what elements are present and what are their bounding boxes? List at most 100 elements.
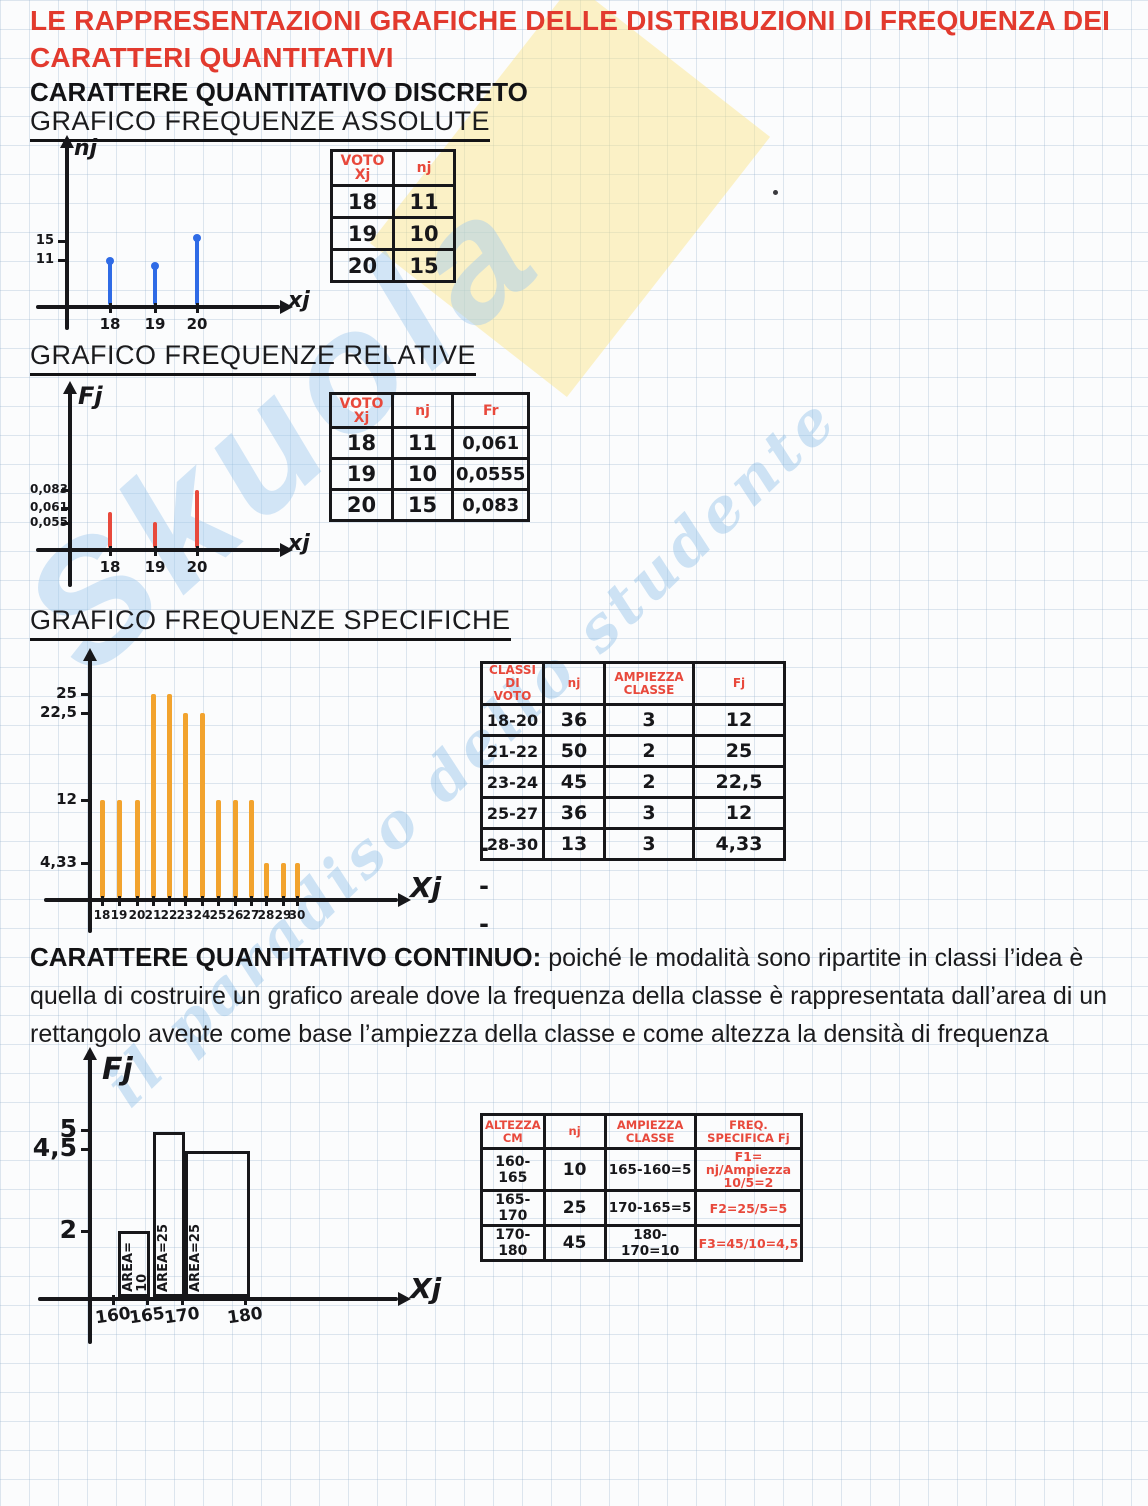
x-tick-mark bbox=[196, 303, 199, 313]
x-tick-label: 30 bbox=[288, 908, 306, 922]
column-header: nj bbox=[542, 661, 606, 706]
stem bbox=[99, 800, 105, 898]
y-tick-label: 0,083 bbox=[30, 482, 68, 496]
stem-dot bbox=[151, 262, 159, 270]
x-tick-mark bbox=[201, 896, 204, 906]
table-cell: 19 bbox=[330, 216, 395, 251]
x-axis-arrow-icon bbox=[398, 1292, 411, 1306]
page-title: LE RAPPRESENTAZIONI GRAFICHE DELLE DISTR… bbox=[30, 2, 1110, 76]
column-header: nj bbox=[392, 149, 456, 187]
column-header: AMPIEZZA CLASSE bbox=[603, 661, 695, 706]
table-cell: 3 bbox=[603, 703, 695, 737]
table-cell: F2=25/5=5 bbox=[693, 1189, 804, 1227]
y-tick-label: 25 bbox=[56, 684, 77, 702]
x-tick-label: 22 bbox=[160, 908, 178, 922]
x-axis-label: Xj bbox=[410, 1272, 442, 1305]
stem bbox=[232, 800, 238, 898]
x-tick-mark bbox=[101, 896, 104, 906]
stray-dash-mark: - bbox=[479, 834, 489, 862]
x-tick-label: 25 bbox=[209, 908, 227, 922]
y-tick-mark bbox=[61, 507, 70, 510]
y-tick-mark bbox=[61, 489, 70, 492]
paragraph-body: poiché le modalità sono ripartite in cla… bbox=[30, 944, 1108, 1048]
table-cell: 36 bbox=[542, 796, 606, 830]
table-row: 160-165 10 165-160=5 F1= nj/Ampiezza 10/… bbox=[480, 1147, 804, 1192]
table-cell: 12 bbox=[692, 796, 786, 830]
table-cell: 21-22 bbox=[480, 734, 545, 768]
chart-frequenze-relative: Fj xj 0,083 0,061 0,055 18 19 20 bbox=[30, 381, 428, 596]
column-header: Fj bbox=[692, 661, 786, 706]
table-cell: 170-165=5 bbox=[603, 1189, 697, 1227]
column-header: ALTEZZA CM bbox=[480, 1113, 546, 1150]
table-cell: 13 bbox=[542, 827, 606, 861]
table-carattere-continuo: ALTEZZA CM nj AMPIEZZA CLASSE FREQ. SPEC… bbox=[480, 1113, 804, 1262]
y-tick-mark bbox=[81, 799, 90, 802]
table-cell: 180-170=10 bbox=[603, 1224, 697, 1262]
area-label: AREA= 10 bbox=[121, 1242, 150, 1292]
table-cell: F1= nj/Ampiezza 10/5=2 bbox=[693, 1147, 804, 1192]
x-tick-mark bbox=[196, 546, 199, 556]
y-tick-label: 4,33 bbox=[39, 853, 77, 871]
table-cell: 2 bbox=[603, 765, 695, 799]
table-frequenze-specifiche: CLASSI DI VOTO nj AMPIEZZA CLASSE Fj 18-… bbox=[480, 661, 786, 861]
y-tick-mark bbox=[81, 1230, 90, 1233]
table-frequenze-assolute: VOTO Xj nj 18 11 19 10 20 15 bbox=[330, 149, 456, 283]
table-cell: 50 bbox=[542, 734, 606, 768]
table-cell: 3 bbox=[603, 827, 695, 861]
table-cell: 25 bbox=[542, 1189, 607, 1227]
x-tick-label: 21 bbox=[144, 908, 162, 922]
table-row: 20 15 bbox=[330, 248, 456, 283]
y-axis-label: Fj bbox=[78, 382, 103, 410]
table-cell: 22,5 bbox=[692, 765, 786, 799]
x-tick-mark bbox=[244, 1295, 247, 1305]
table-cell: F3=45/10=4,5 bbox=[693, 1224, 804, 1262]
y-tick-label: 15 bbox=[35, 233, 54, 248]
x-tick-mark bbox=[184, 896, 187, 906]
column-header: CLASSI DI VOTO bbox=[480, 661, 545, 706]
table-cell: 10 bbox=[391, 457, 454, 491]
table-cell: 11 bbox=[391, 426, 454, 460]
table-cell: 45 bbox=[542, 1224, 607, 1262]
x-tick-label: 19 bbox=[110, 908, 128, 922]
table-cell: 18 bbox=[330, 184, 395, 219]
table-cell: 2 bbox=[603, 734, 695, 768]
x-axis-arrow-icon bbox=[280, 300, 293, 314]
x-tick-mark bbox=[265, 896, 268, 906]
table-row: 18-20 36 3 12 bbox=[480, 703, 786, 737]
y-axis bbox=[88, 657, 92, 933]
y-tick-label: 5 bbox=[59, 1114, 77, 1143]
table-frequenze-relative: VOTO Xj nj Fr 18 11 0,061 19 10 0,0555 2… bbox=[329, 392, 531, 522]
table-row: 19 10 0,0555 bbox=[329, 457, 531, 491]
heading-carattere-discreto: CARATTERE QUANTITATIVO DISCRETO bbox=[30, 77, 528, 107]
heading-frequenze-relative: GRAFICO FREQUENZE RELATIVE bbox=[30, 340, 477, 376]
x-tick-label: 24 bbox=[193, 908, 211, 922]
y-tick-mark bbox=[81, 1148, 90, 1151]
table-cell: 15 bbox=[391, 488, 454, 522]
table-row: 28-30 13 3 4,33 bbox=[480, 827, 786, 861]
x-tick-label: 28 bbox=[257, 908, 275, 922]
x-tick-label: 19 bbox=[144, 315, 166, 333]
x-axis-label: xj bbox=[288, 288, 310, 313]
table-row: 20 15 0,083 bbox=[329, 488, 531, 522]
y-axis-label: Fj bbox=[102, 1052, 133, 1087]
table-cell: 12 bbox=[692, 703, 786, 737]
stem bbox=[248, 800, 254, 898]
x-axis-label: Xj bbox=[410, 871, 442, 904]
x-tick-label: 20 bbox=[128, 908, 146, 922]
stem bbox=[153, 522, 157, 548]
column-header: VOTO Xj bbox=[329, 392, 394, 429]
x-tick-mark bbox=[168, 896, 171, 906]
y-tick-label: 22,5 bbox=[39, 703, 77, 721]
heading-frequenze-specifiche: GRAFICO FREQUENZE SPECIFICHE bbox=[30, 605, 511, 641]
table-cell: 20 bbox=[330, 248, 395, 283]
y-tick-label: 4,5 bbox=[32, 1133, 77, 1162]
y-tick-mark bbox=[58, 259, 67, 262]
table-cell: 20 bbox=[329, 488, 394, 522]
y-tick-label: 12 bbox=[56, 790, 77, 808]
table-cell: 10 bbox=[392, 216, 456, 251]
x-tick-label: 20 bbox=[186, 558, 208, 576]
x-tick-mark bbox=[154, 546, 157, 556]
x-tick-mark bbox=[282, 896, 285, 906]
x-tick-mark bbox=[296, 896, 299, 906]
table-cell: 0,083 bbox=[450, 488, 531, 522]
